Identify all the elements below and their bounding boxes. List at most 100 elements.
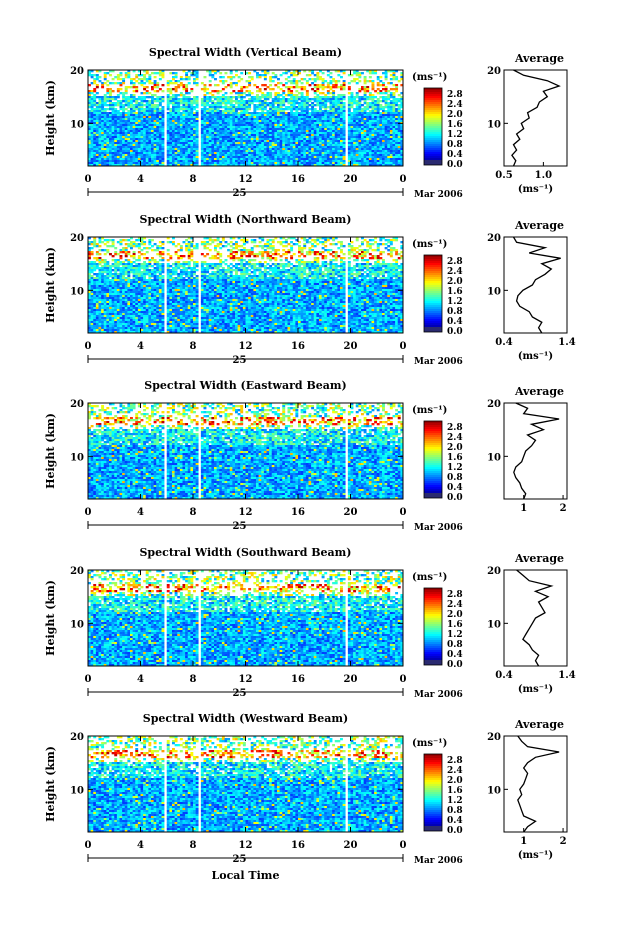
heatmap-cell [174,150,178,153]
heatmap-cell [101,134,105,137]
heatmap-cell [284,82,288,85]
heatmap-cell [119,130,123,133]
heatmap-cell [235,112,238,115]
heatmap-cell [292,120,296,123]
heatmap-cell [263,156,267,159]
heatmap-cell [161,162,165,165]
heatmap-cell [216,140,220,143]
heatmap-cell [313,118,317,121]
heatmap-cell [347,88,351,91]
heatmap-cell [208,116,212,119]
heatmap-cell [109,162,112,165]
heatmap-cell [316,118,320,121]
heatmap-cell [300,78,304,81]
heatmap-cell [316,104,320,107]
heatmap-cell [258,124,262,127]
heatmap-cell [308,130,312,133]
heatmap-cell [219,156,223,159]
heatmap-cell [101,84,105,87]
heatmap-cell [95,140,99,143]
heatmap-cell [256,142,259,145]
heatmap-cell [116,120,120,123]
heatmap-cell [193,152,196,155]
heatmap-cell [106,92,110,95]
heatmap-cell [103,160,107,163]
heatmap-cell [384,154,388,157]
heatmap-cell [274,150,278,153]
heatmap-cell [143,128,147,131]
heatmap-cell [279,108,283,111]
heatmap-cell [130,156,133,159]
heatmap-cell [253,108,257,111]
heatmap-cell [206,138,210,141]
heatmap-cell [361,104,364,107]
heatmap-cell [261,102,265,105]
heatmap-cell [298,136,301,139]
heatmap-cell [177,148,181,151]
heatmap-cell [382,154,385,157]
heatmap-cell [137,152,141,155]
heatmap-cell [242,138,246,141]
heatmap-cell [95,299,99,302]
heatmap-cell [271,100,275,103]
heatmap-cell [279,98,283,101]
heatmap-cell [384,76,388,79]
heatmap-cell [177,102,181,105]
heatmap-cell [287,80,291,83]
heatmap-cell [374,96,378,99]
heatmap-cell [358,140,362,143]
heatmap-cell [395,102,399,105]
heatmap-cell [316,110,320,113]
heatmap-cell [132,140,136,143]
heatmap-cell [340,134,343,137]
heatmap-cell [316,122,320,125]
heatmap-cell [334,158,338,161]
heatmap-cell [172,128,175,131]
heatmap-cell [135,142,139,145]
heatmap-cell [232,130,236,133]
heatmap-cell [95,162,99,165]
heatmap-cell [350,138,354,141]
heatmap-cell [395,150,399,153]
heatmap-cell [313,138,317,141]
heatmap-cell [240,132,244,135]
x-tick-label: 20 [344,174,358,185]
heatmap-cell [109,152,112,155]
heatmap-cell [284,112,288,115]
heatmap-cell [389,124,393,127]
heatmap-cell [145,108,149,111]
heatmap-cell [266,144,270,147]
heatmap-cell [384,88,388,91]
heatmap-cell [119,104,123,107]
colorbar-swatch [424,160,442,165]
heatmap-cell [216,114,220,117]
heatmap-cell [169,110,173,113]
heatmap-cell [371,158,375,161]
heatmap-cell [200,126,204,129]
heatmap-cell [182,102,186,105]
heatmap-cell [237,112,241,115]
heatmap-cell [88,257,91,260]
heatmap-cell [235,84,238,87]
heatmap-cell [143,152,147,155]
heatmap-cell [366,114,370,117]
heatmap-cell [400,112,404,115]
heatmap-cell [203,142,207,145]
heatmap-cell [95,279,99,282]
heatmap-cell [355,162,359,165]
heatmap-cell [303,106,307,109]
heatmap-cell [313,92,317,95]
heatmap-cell [400,142,404,145]
heatmap-cell [353,130,357,133]
heatmap-cell [382,110,385,113]
heatmap-cell [145,96,149,99]
heatmap-cell [114,130,118,133]
heatmap-cell [387,158,391,161]
heatmap-cell [214,142,217,145]
heatmap-cell [261,130,265,133]
heatmap-cell [300,126,304,129]
heatmap-cell [153,140,157,143]
heatmap-cell [337,108,341,111]
heatmap-cell [361,164,364,167]
heatmap-cell [221,146,225,149]
